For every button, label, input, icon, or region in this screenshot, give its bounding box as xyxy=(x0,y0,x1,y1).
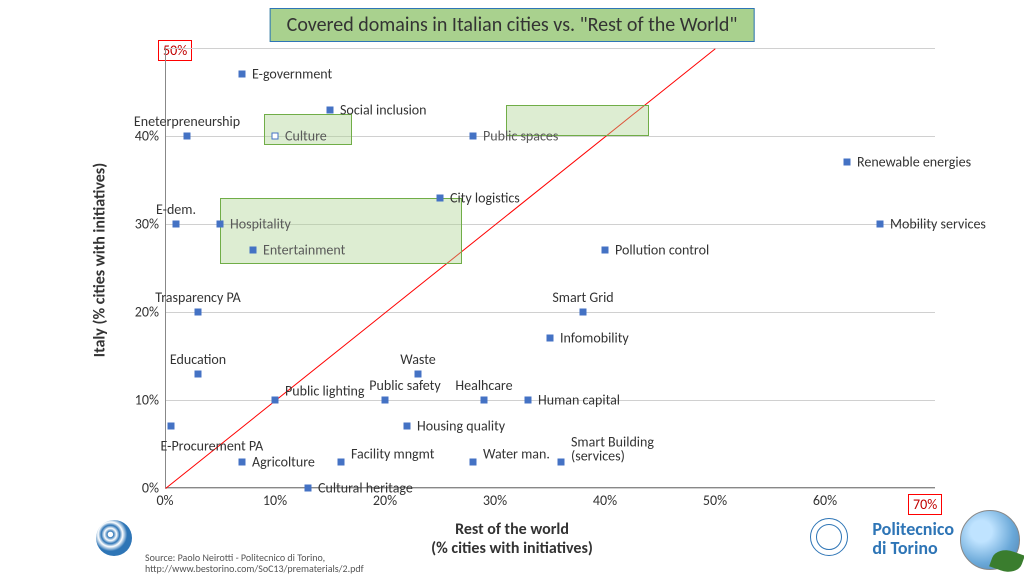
xtick-label: 0% xyxy=(156,488,173,509)
data-point xyxy=(580,309,587,316)
point-label: Cultural heritage xyxy=(312,480,413,497)
point-label: Public spaces xyxy=(477,128,558,145)
xtick-label: 50% xyxy=(703,488,727,509)
data-point xyxy=(470,458,477,465)
data-point xyxy=(844,159,851,166)
data-point xyxy=(602,247,609,254)
data-point xyxy=(305,485,312,492)
point-label: Hospitality xyxy=(224,216,291,233)
data-point xyxy=(437,194,444,201)
point-label: Mobility services xyxy=(884,216,986,233)
y-axis-label: Italy (% cities with initiatives) xyxy=(91,163,110,357)
xtick-label: 10% xyxy=(263,488,287,509)
data-point xyxy=(338,458,345,465)
data-point xyxy=(272,133,279,140)
point-label: Healhcare xyxy=(455,377,512,396)
source-citation: Source: Paolo Neirotti - Politecnico di … xyxy=(145,552,364,574)
x-axis xyxy=(165,487,935,488)
point-label: Agricolture xyxy=(246,453,315,470)
point-label: Housing quality xyxy=(411,418,505,435)
data-point xyxy=(877,221,884,228)
logo-icon xyxy=(96,520,132,556)
point-label: Eneterpreneurship xyxy=(134,113,240,132)
data-point xyxy=(195,370,202,377)
x-axis-label: Rest of the world (% cities with initiat… xyxy=(431,521,593,558)
point-label: E-dem. xyxy=(156,201,196,220)
point-label: Human capital xyxy=(532,392,620,409)
data-point xyxy=(547,335,554,342)
point-label: Public safety xyxy=(369,377,440,396)
chart-title: Covered domains in Italian cities vs. "R… xyxy=(270,8,755,42)
data-point xyxy=(184,133,191,140)
point-label: Smart Grid xyxy=(552,289,613,308)
data-point xyxy=(404,423,411,430)
data-point xyxy=(250,247,257,254)
data-point xyxy=(481,397,488,404)
data-point xyxy=(239,71,246,78)
data-point xyxy=(470,133,477,140)
scatter-chart: 0%10%20%30%40%0%10%20%30%40%50%60%E-gove… xyxy=(165,48,935,488)
ytick-label: 10% xyxy=(135,392,165,409)
point-label: Facility mngmt xyxy=(345,445,434,462)
data-point xyxy=(195,309,202,316)
point-label: E-government xyxy=(246,66,332,83)
data-point xyxy=(173,221,180,228)
point-label: Education xyxy=(170,351,226,370)
point-label: Infomobility xyxy=(554,330,629,347)
point-label: Culture xyxy=(279,128,327,145)
point-label: Social inclusion xyxy=(334,101,427,118)
data-point xyxy=(217,221,224,228)
data-point xyxy=(167,423,174,430)
data-point xyxy=(239,458,246,465)
polito-wordmark: Politecnico di Torino xyxy=(872,520,954,558)
gridline-h xyxy=(165,312,935,313)
xtick-label: 30% xyxy=(483,488,507,509)
gridline-h xyxy=(165,48,935,49)
point-label: Renewable energies xyxy=(851,154,971,171)
point-label: Smart Building(services) xyxy=(565,435,654,464)
data-point xyxy=(525,397,532,404)
data-point xyxy=(327,106,334,113)
data-point xyxy=(558,458,565,465)
polito-seal-icon xyxy=(810,518,848,556)
xmax-callout: 70% xyxy=(908,494,942,515)
xtick-label: 60% xyxy=(813,488,837,509)
point-label: Pollution control xyxy=(609,242,709,259)
xtick-label: 40% xyxy=(593,488,617,509)
point-label: Waste xyxy=(400,351,436,370)
point-label: Entertainment xyxy=(257,242,345,259)
point-label: Water man. xyxy=(477,445,550,462)
point-label: Trasparency PA xyxy=(155,289,241,308)
point-label: Public lighting xyxy=(279,383,364,400)
data-point xyxy=(382,397,389,404)
data-point xyxy=(272,397,279,404)
point-label: City logistics xyxy=(444,189,520,206)
